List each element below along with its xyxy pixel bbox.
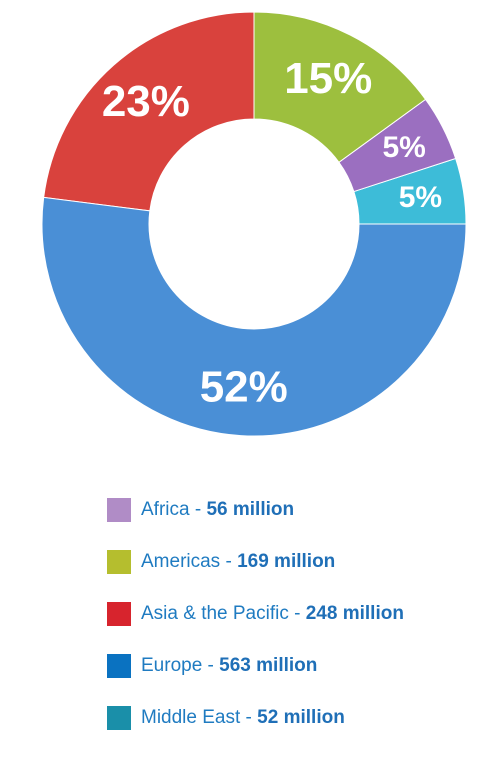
legend-item-europe: Europe - 563 million xyxy=(107,653,404,679)
legend-swatch-africa xyxy=(107,498,131,522)
donut-labels: 5% 5% 15% 23% 52% xyxy=(102,54,442,412)
legend-item-middle-east: Middle East - 52 million xyxy=(107,705,404,731)
legend-swatch-europe xyxy=(107,654,131,678)
slice-label-europe: 52% xyxy=(200,363,288,412)
slice-europe xyxy=(41,196,467,437)
slice-americas xyxy=(253,11,427,163)
legend-label-europe: Europe - 563 million xyxy=(141,655,318,676)
legend-item-asia-pacific: Asia & the Pacific - 248 million xyxy=(107,601,404,627)
legend-label-americas: Americas - 169 million xyxy=(141,551,336,572)
legend-label-middle-east: Middle East - 52 million xyxy=(141,707,345,728)
slice-label-middle-east: 5% xyxy=(399,181,442,214)
donut-slices xyxy=(41,11,467,437)
legend-item-africa: Africa - 56 million xyxy=(107,497,404,523)
slice-label-americas: 15% xyxy=(284,54,372,103)
chart-legend: Africa - 56 million Americas - 169 milli… xyxy=(107,497,404,757)
legend-item-americas: Americas - 169 million xyxy=(107,549,404,575)
legend-swatch-americas xyxy=(107,550,131,574)
slice-label-africa: 5% xyxy=(382,131,425,164)
legend-swatch-middle-east xyxy=(107,706,131,730)
slice-label-asia-pacific: 23% xyxy=(102,77,190,126)
legend-label-africa: Africa - 56 million xyxy=(141,499,295,520)
legend-swatch-asia-pacific xyxy=(107,602,131,626)
slice-asia-pacific xyxy=(43,11,255,212)
donut-chart: 5% 5% 15% 23% 52% xyxy=(41,11,467,437)
legend-label-asia-pacific: Asia & the Pacific - 248 million xyxy=(141,603,404,624)
